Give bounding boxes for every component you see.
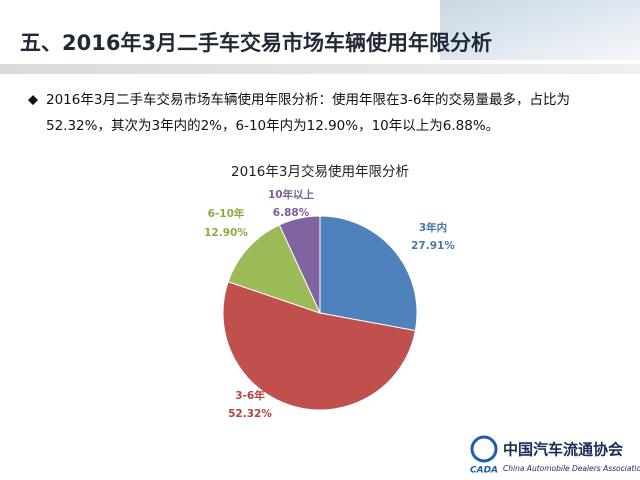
logo-mark: CADA	[470, 466, 498, 476]
slice-label: 6-10年	[208, 207, 245, 220]
logo-icon	[470, 435, 498, 463]
slice-label: 3-6年	[235, 389, 265, 402]
logo-name: 中国汽车流通协会	[503, 441, 623, 459]
slice-label: 10年以上	[268, 188, 315, 201]
pie-slice	[227, 224, 321, 314]
pie-slice	[222, 281, 416, 411]
pie-slice	[319, 215, 418, 332]
pie-slice	[278, 215, 321, 314]
bullet-line: 52.32%，其次为3年内的2%，6-10年内为12.90%，10年以上为6.8…	[46, 118, 499, 134]
slide-title: 五、2016年3月二手车交易市场车辆使用年限分析	[20, 31, 492, 55]
header-band	[0, 64, 640, 74]
logo-english: China Automobile Dealers Association	[503, 464, 640, 473]
bullet-icon: ◆	[28, 93, 38, 108]
slice-value-label: 12.90%	[204, 227, 248, 239]
slice-value-label: 52.32%	[228, 408, 272, 420]
slice-value-label: 6.88%	[273, 207, 310, 219]
header-decoration	[440, 0, 640, 60]
slice-label: 3年内	[419, 221, 447, 234]
logo: CADA 中国汽车流通协会 China Automobile Dealers A…	[470, 435, 640, 476]
slice-value-label: 27.91%	[411, 240, 455, 252]
chart-title: 2016年3月交易使用年限分析	[231, 163, 409, 180]
bullet-line: 2016年3月二手车交易市场车辆使用年限分析：使用年限在3-6年的交易量最多，占…	[46, 91, 570, 108]
